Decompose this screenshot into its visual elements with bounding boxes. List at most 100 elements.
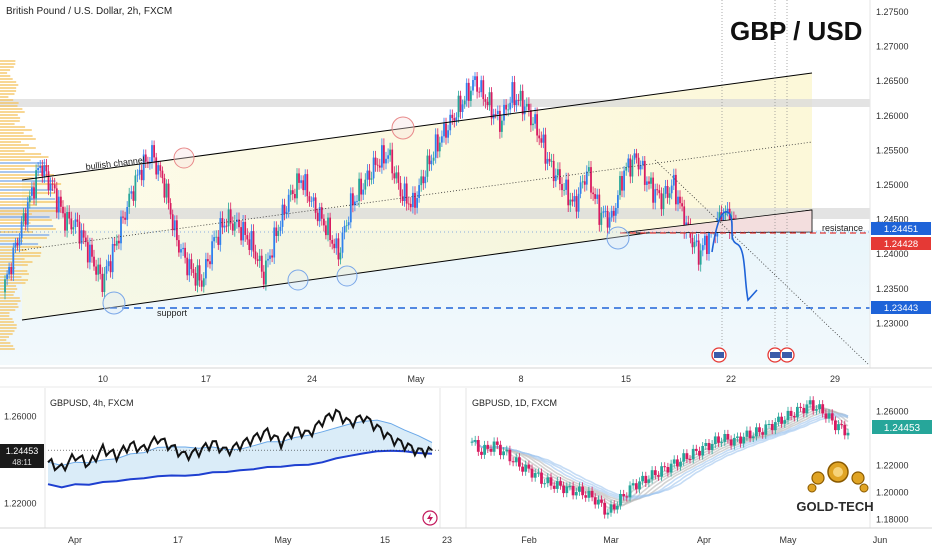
candle-body bbox=[514, 457, 518, 463]
candle-body bbox=[571, 199, 574, 202]
candle-body bbox=[132, 191, 135, 201]
candle-body bbox=[670, 185, 673, 194]
candle-body bbox=[80, 230, 83, 244]
candle-body bbox=[552, 485, 556, 489]
candle-body bbox=[708, 232, 710, 254]
candle-body bbox=[633, 153, 636, 160]
candle-body bbox=[685, 453, 689, 459]
candle-body bbox=[600, 499, 603, 503]
candle-body bbox=[49, 183, 52, 190]
candle-body bbox=[279, 226, 282, 231]
profile-bar bbox=[0, 132, 24, 134]
candle-body bbox=[578, 486, 581, 492]
profile-bar bbox=[0, 294, 14, 296]
candle-body bbox=[289, 190, 292, 195]
candle-body bbox=[614, 208, 617, 216]
candle-body bbox=[664, 186, 667, 194]
candle-body bbox=[687, 222, 690, 226]
candle-body bbox=[120, 216, 122, 244]
candle-body bbox=[180, 249, 182, 253]
x-tick-label: 8 bbox=[518, 374, 523, 384]
candle-body bbox=[161, 170, 164, 179]
profile-bar bbox=[0, 90, 17, 92]
candle-body bbox=[521, 466, 524, 472]
x-tick-label: 10 bbox=[98, 374, 108, 384]
candle-body bbox=[178, 240, 180, 253]
candle-body bbox=[53, 184, 56, 189]
candle-body bbox=[470, 441, 474, 443]
candle-body bbox=[285, 211, 288, 214]
profile-bar bbox=[0, 225, 54, 227]
profile-bar bbox=[0, 141, 21, 143]
candle-body bbox=[562, 485, 565, 494]
candle-body bbox=[602, 211, 605, 213]
candle-body bbox=[536, 114, 538, 136]
candle-body bbox=[834, 420, 837, 431]
candle-body bbox=[101, 273, 104, 292]
candle-body bbox=[693, 242, 696, 248]
candle-body bbox=[277, 230, 280, 236]
candle-body bbox=[722, 215, 725, 224]
profile-bar bbox=[0, 309, 16, 311]
candle-body bbox=[581, 486, 584, 496]
candle-body bbox=[675, 174, 677, 205]
candle-body bbox=[432, 157, 435, 161]
profile-bar bbox=[0, 255, 41, 257]
candle-body bbox=[612, 504, 616, 510]
candle-body bbox=[476, 76, 478, 92]
profile-bar bbox=[0, 288, 18, 290]
profile-bar bbox=[0, 240, 23, 242]
profile-bar bbox=[0, 87, 17, 89]
candle-body bbox=[182, 247, 184, 250]
candle-body bbox=[549, 477, 553, 486]
candle-body bbox=[770, 424, 774, 431]
candle-body bbox=[840, 424, 844, 426]
candle-body bbox=[590, 490, 594, 498]
profile-bar bbox=[0, 84, 19, 86]
candle-body bbox=[688, 459, 692, 460]
candle-body bbox=[679, 196, 681, 204]
candle-body bbox=[647, 479, 651, 483]
candle-body bbox=[190, 259, 193, 270]
candle-body bbox=[360, 178, 362, 195]
candle-body bbox=[267, 258, 269, 261]
profile-bar bbox=[0, 204, 37, 206]
candle-body bbox=[33, 187, 35, 199]
candle-body bbox=[93, 256, 95, 267]
candle-body bbox=[368, 170, 371, 180]
y-tick-label: 1.23000 bbox=[876, 318, 909, 328]
candle-body bbox=[796, 406, 799, 418]
candle-body bbox=[74, 219, 77, 228]
candle-body bbox=[308, 196, 311, 202]
candle-body bbox=[51, 183, 54, 185]
candle-body bbox=[704, 235, 706, 246]
candle-body bbox=[482, 80, 485, 100]
candle-body bbox=[47, 171, 50, 190]
candle-body bbox=[622, 494, 626, 497]
profile-bar bbox=[0, 120, 20, 122]
candle-body bbox=[641, 475, 644, 482]
candle-body bbox=[352, 193, 354, 206]
candle-body bbox=[496, 110, 499, 115]
candle-body bbox=[165, 183, 168, 198]
event-flags[interactable] bbox=[711, 347, 795, 363]
profile-bar bbox=[0, 78, 13, 80]
channel-midline[interactable] bbox=[21, 141, 813, 251]
swing-high-circle bbox=[391, 116, 415, 140]
symbol-title: British Pound / U.S. Dollar, 2h, FXCM bbox=[6, 6, 172, 17]
candle-body bbox=[16, 242, 19, 246]
candle-body bbox=[20, 221, 23, 238]
big-title: GBP / USD bbox=[730, 16, 862, 46]
candle-body bbox=[644, 475, 648, 483]
candle-body bbox=[391, 149, 394, 174]
profile-bar bbox=[0, 201, 63, 203]
profile-bar bbox=[0, 99, 14, 101]
left-plot bbox=[47, 408, 440, 489]
candle-body bbox=[194, 272, 197, 286]
channel-upper-line[interactable] bbox=[21, 72, 813, 181]
candle-body bbox=[559, 169, 561, 184]
candle-body bbox=[666, 467, 670, 473]
candle-body bbox=[383, 145, 385, 164]
candle-body bbox=[697, 240, 700, 265]
